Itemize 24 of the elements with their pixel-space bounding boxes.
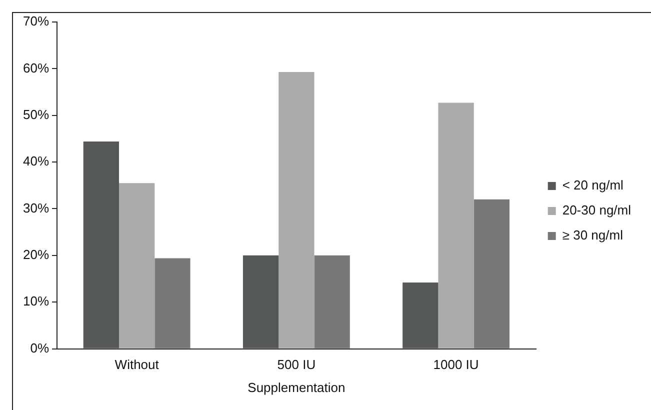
y-tick-label: 10% (22, 294, 50, 309)
legend-label: ≥ 30 ng/ml (562, 228, 624, 243)
y-tick-label: 20% (22, 247, 50, 262)
bar (242, 255, 279, 348)
x-tick-label: 500 IU (277, 357, 316, 372)
y-tick-label: 30% (22, 200, 50, 216)
bar (119, 183, 155, 348)
x-axis-title: Supplementation (248, 380, 346, 395)
y-tick-label: 40% (22, 154, 50, 169)
y-tick-label: 0% (30, 340, 50, 356)
bar (83, 142, 119, 348)
bar (278, 72, 314, 348)
bar (402, 282, 438, 348)
x-tick-label: Without (114, 357, 160, 372)
legend-label: < 20 ng/ml (562, 178, 624, 193)
bar (438, 102, 474, 348)
bar (154, 258, 190, 348)
legend-label: 20-30 ng/ml (562, 202, 632, 218)
y-tick-label: 70% (22, 14, 50, 29)
y-tick-label: 60% (22, 60, 50, 76)
bar (314, 255, 350, 348)
bar (474, 199, 510, 348)
x-tick-label: 1000 IU (433, 357, 479, 372)
y-tick-label: 50% (22, 106, 50, 122)
